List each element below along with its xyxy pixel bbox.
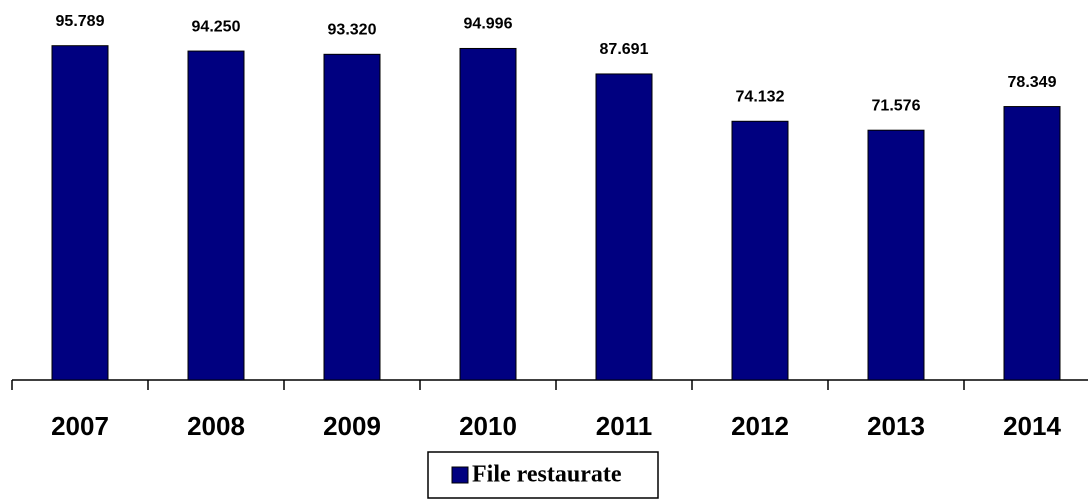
- x-tick-label: 2008: [187, 411, 245, 441]
- value-label: 94.996: [464, 16, 513, 33]
- bar: [323, 53, 381, 381]
- x-tick-label: 2010: [459, 411, 517, 441]
- bar: [731, 120, 789, 381]
- value-label: 95.789: [56, 13, 105, 30]
- bar: [867, 129, 925, 381]
- x-tick-label: 2013: [867, 411, 925, 441]
- legend-label: File restaurate: [472, 462, 622, 488]
- bar: [1003, 106, 1061, 381]
- value-label: 74.132: [736, 88, 785, 105]
- legend-swatch: [451, 466, 469, 484]
- x-tick-label: 2012: [731, 411, 789, 441]
- bar: [459, 47, 517, 381]
- value-label: 78.349: [1008, 74, 1057, 91]
- x-tick-label: 2014: [1003, 411, 1061, 441]
- value-label: 94.250: [192, 18, 241, 35]
- x-tick-label: 2007: [51, 411, 109, 441]
- value-label: 93.320: [328, 22, 377, 39]
- value-label: 71.576: [872, 97, 921, 114]
- x-tick-label: 2011: [596, 411, 652, 441]
- bar: [187, 50, 245, 381]
- x-tick-label: 2009: [323, 411, 381, 441]
- value-label: 87.691: [600, 41, 649, 58]
- bar: [595, 73, 653, 381]
- bar: [51, 45, 109, 381]
